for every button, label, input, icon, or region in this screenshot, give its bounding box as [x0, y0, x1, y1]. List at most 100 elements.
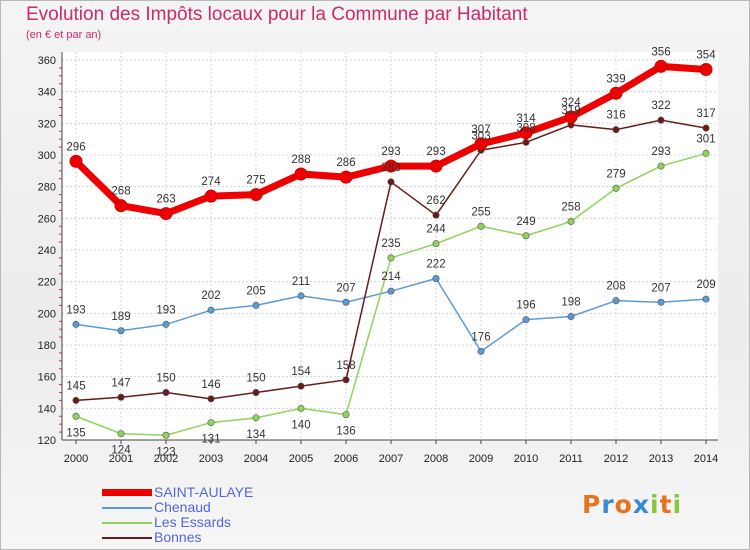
data-point-saint-aulaye	[429, 159, 443, 173]
data-label-chenaud: 198	[561, 297, 580, 309]
data-point-les-essards	[477, 222, 485, 230]
data-point-chenaud	[117, 327, 125, 335]
legend-label: Les Essards	[154, 514, 232, 530]
data-label-les-essards: 258	[561, 202, 580, 214]
data-label-chenaud: 207	[651, 282, 670, 294]
data-point-les-essards	[432, 240, 440, 248]
data-point-les-essards	[702, 149, 710, 157]
y-tick-label: 160	[38, 372, 56, 384]
data-point-saint-aulaye	[339, 170, 353, 184]
data-point-saint-aulaye	[69, 154, 83, 168]
data-point-bonnes	[342, 376, 350, 384]
y-tick-label: 220	[38, 277, 56, 289]
data-label-bonnes: 262	[426, 195, 445, 207]
data-point-chenaud	[72, 320, 80, 328]
chart-title: Evolution des Impôts locaux pour la Comm…	[26, 4, 528, 25]
data-point-les-essards	[252, 414, 260, 422]
data-label-chenaud: 205	[246, 285, 265, 297]
data-label-les-essards: 136	[336, 426, 355, 438]
data-label-bonnes: 316	[606, 110, 625, 122]
data-point-saint-aulaye	[699, 63, 713, 76]
x-tick-label: 2003	[199, 453, 223, 465]
y-tick-label: 360	[38, 55, 56, 67]
y-tick-label: 320	[38, 118, 56, 130]
data-label-saint-aulaye: 356	[651, 46, 670, 58]
line-chart: 120 140 160 180 200 220 240 260 280 300 320 340 360 2…	[38, 46, 719, 465]
data-point-les-essards	[117, 430, 125, 438]
data-label-chenaud: 176	[471, 331, 490, 343]
x-tick-label: 2010	[514, 453, 538, 465]
data-point-saint-aulaye	[249, 188, 263, 202]
legend-label: SAINT-AULAYE	[154, 484, 254, 500]
data-label-les-essards: 134	[246, 429, 266, 441]
x-tick-label: 2013	[649, 453, 673, 465]
y-tick-label: 280	[38, 182, 56, 194]
data-label-chenaud: 209	[696, 279, 715, 291]
data-point-les-essards	[657, 162, 665, 170]
data-point-bonnes	[657, 116, 665, 124]
data-point-chenaud	[252, 301, 260, 309]
data-point-les-essards	[72, 412, 80, 420]
logo-letter: i	[650, 490, 660, 519]
data-label-bonnes: 308	[516, 122, 535, 134]
data-label-saint-aulaye: 339	[606, 73, 625, 85]
data-label-chenaud: 214	[381, 271, 401, 283]
data-label-les-essards: 124	[111, 445, 131, 457]
data-label-saint-aulaye: 296	[66, 141, 85, 153]
data-point-chenaud	[432, 274, 440, 282]
data-point-bonnes	[117, 393, 125, 401]
data-label-bonnes: 150	[246, 373, 265, 385]
data-point-les-essards	[567, 218, 575, 226]
x-tick-label: 2002	[154, 453, 178, 465]
data-label-les-essards: 244	[426, 224, 446, 236]
data-label-chenaud: 196	[516, 300, 535, 312]
data-label-bonnes: 283	[381, 162, 400, 174]
legend-label: Bonnes	[154, 529, 202, 545]
data-label-les-essards: 249	[516, 216, 535, 228]
data-point-saint-aulaye	[654, 59, 668, 73]
data-label-les-essards: 131	[201, 434, 220, 446]
data-label-bonnes: 150	[156, 373, 175, 385]
data-label-les-essards: 255	[471, 206, 490, 218]
data-point-saint-aulaye	[204, 189, 218, 203]
data-label-chenaud: 193	[66, 304, 85, 316]
data-label-les-essards: 301	[696, 133, 715, 145]
y-tick-label: 340	[38, 87, 56, 99]
y-tick-label: 240	[38, 245, 56, 257]
data-point-chenaud	[702, 295, 710, 303]
data-label-les-essards: 235	[381, 238, 400, 250]
data-point-saint-aulaye	[159, 207, 173, 221]
data-label-saint-aulaye: 286	[336, 157, 355, 169]
data-label-les-essards: 293	[651, 146, 670, 158]
data-point-les-essards	[207, 419, 215, 427]
data-label-saint-aulaye: 293	[381, 146, 400, 158]
data-point-les-essards	[297, 404, 305, 412]
data-point-les-essards	[612, 184, 620, 192]
data-label-bonnes: 317	[696, 108, 715, 120]
data-label-bonnes: 303	[471, 130, 490, 142]
data-label-chenaud: 189	[111, 311, 130, 323]
data-label-saint-aulaye: 307	[471, 124, 490, 136]
data-point-bonnes	[432, 211, 440, 219]
y-tick-label: 120	[38, 435, 56, 447]
data-point-saint-aulaye	[474, 137, 488, 151]
data-point-chenaud	[657, 298, 665, 306]
data-label-bonnes: 154	[291, 366, 311, 378]
x-tick-label: 2005	[289, 453, 313, 465]
data-label-chenaud: 207	[336, 282, 355, 294]
data-point-bonnes	[252, 388, 260, 396]
x-tick-label: 2006	[334, 453, 358, 465]
data-label-chenaud: 193	[156, 304, 175, 316]
data-label-chenaud: 202	[201, 290, 220, 302]
data-label-les-essards: 279	[606, 168, 625, 180]
x-tick-label: 2004	[244, 453, 268, 465]
data-label-saint-aulaye: 268	[111, 186, 130, 198]
data-point-saint-aulaye	[384, 159, 398, 173]
data-label-saint-aulaye: 293	[426, 146, 445, 158]
data-point-les-essards	[387, 254, 395, 262]
legend-swatch	[102, 489, 152, 496]
data-point-les-essards	[342, 411, 350, 419]
data-point-chenaud	[162, 320, 170, 328]
x-tick-label: 2014	[694, 453, 718, 465]
y-tick-label: 140	[38, 403, 56, 415]
